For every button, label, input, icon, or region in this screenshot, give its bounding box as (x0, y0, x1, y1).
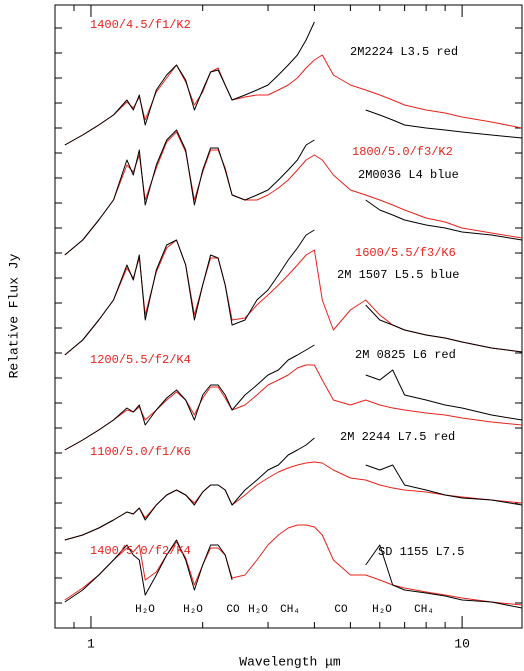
feature-label: H₂O (183, 604, 203, 616)
x-tick-label: 10 (454, 636, 470, 651)
feature-label: CH₄ (280, 604, 300, 616)
feature-label: H₂O (135, 604, 155, 616)
series-label: 2M 2244 L7.5 red (340, 430, 455, 444)
feature-label: H₂O (248, 604, 268, 616)
series-label: 2M 0825 L6 red (355, 348, 456, 362)
series-label: 1600/5.5/f3/K6 (355, 246, 456, 260)
x-tick-label: 1 (87, 636, 95, 651)
series-label: 2M2224 L3.5 red (350, 45, 458, 59)
series-label: 1400/4.5/f1/K2 (90, 18, 191, 32)
spectrum-line (64, 131, 523, 256)
y-axis-label: Relative Flux Jy (6, 253, 21, 378)
plot-frame (54, 4, 523, 629)
x-axis-label: Wavelength μm (239, 654, 341, 669)
feature-label: CO (334, 604, 348, 616)
series-label: 2M0036 L4 blue (358, 168, 459, 182)
series-label: 1200/5.5/f2/K4 (90, 353, 191, 367)
spectrum-line (64, 129, 523, 256)
series-label: 1400/5.0/f2/K4 (90, 544, 191, 558)
spectrum-line (64, 437, 523, 541)
series-label: 2M 1507 L5.5 blue (337, 268, 459, 282)
spectrum-line (64, 539, 523, 609)
spectrum-line (64, 229, 523, 356)
feature-label: CH₄ (414, 604, 434, 616)
spectrum-line (64, 21, 523, 146)
feature-label: H₂O (372, 604, 392, 616)
feature-label: CO (226, 604, 240, 616)
spectrum-line (64, 524, 523, 606)
spectrum-line (64, 344, 523, 451)
spectrum-line (64, 461, 523, 541)
series-label: 1100/5.0/f1/K6 (90, 445, 191, 459)
series-label: SD 1155 L7.5 (378, 545, 464, 559)
series-label: 1800/5.0/f3/K2 (352, 145, 453, 159)
spectrum-line (64, 54, 523, 146)
